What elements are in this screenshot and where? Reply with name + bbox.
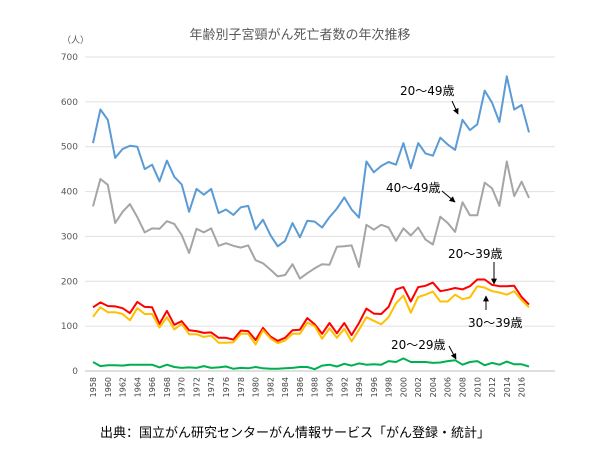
- series-annotation: 20〜49歳: [400, 84, 455, 98]
- y-tick-label: 700: [61, 53, 78, 63]
- x-tick-label: 1974: [207, 377, 216, 397]
- x-tick-label: 1992: [340, 377, 349, 397]
- series-line: [92, 160, 530, 280]
- series-line: [92, 75, 530, 248]
- x-tick-label: 1966: [148, 377, 157, 397]
- x-tick-label: 1968: [163, 377, 172, 397]
- series-line: [92, 357, 530, 371]
- series-annotation: 40〜49歳: [386, 181, 441, 195]
- x-tick-label: 1994: [355, 377, 364, 397]
- x-tick-label: 2008: [458, 377, 467, 397]
- y-tick-label: 600: [61, 98, 78, 108]
- x-tick-label: 1998: [385, 377, 394, 397]
- x-tick-label: 1984: [281, 377, 290, 397]
- x-tick-label: 1988: [311, 377, 320, 397]
- x-tick-label: 1958: [89, 377, 98, 397]
- x-tick-label: 1990: [325, 377, 334, 397]
- series-annotation: 30〜39歳: [468, 316, 523, 330]
- x-tick-label: 2002: [414, 377, 423, 397]
- y-unit-label: （人）: [62, 36, 90, 46]
- x-tick-label: 2010: [473, 377, 482, 397]
- y-tick-label: 300: [61, 232, 78, 242]
- x-tick-label: 1980: [252, 377, 261, 397]
- x-tick-label: 1970: [178, 377, 187, 397]
- x-tick-label: 2000: [399, 377, 408, 397]
- y-tick-label: 200: [61, 277, 78, 287]
- series-annotation: 20〜29歳: [391, 338, 446, 352]
- series-line: [92, 278, 530, 342]
- chart-title: 年齢別子宮頸がん死亡者数の年次推移: [189, 28, 411, 43]
- x-tick-label: 1976: [222, 377, 231, 397]
- x-tick-label: 1960: [104, 377, 113, 397]
- x-tick-label: 1986: [296, 377, 305, 397]
- x-tick-label: 2004: [429, 377, 438, 397]
- x-tick-label: 1996: [370, 377, 379, 397]
- x-tick-label: 2014: [503, 377, 512, 397]
- x-tick-label: 1982: [266, 377, 275, 397]
- x-tick-label: 1964: [133, 377, 142, 397]
- annotation-arrow: [448, 345, 457, 360]
- series-annotation: 20〜39歳: [448, 247, 503, 261]
- annotation-arrow: [451, 100, 459, 115]
- x-tick-label: 2012: [488, 377, 497, 397]
- series-line: [92, 285, 530, 346]
- x-tick-label: 1978: [237, 377, 246, 397]
- x-tick-label: 1972: [192, 377, 201, 397]
- x-tick-label: 2006: [444, 377, 453, 397]
- source-note: 出典：国立がん研究センターがん情報サービス「がん登録・統計」: [100, 426, 491, 441]
- x-tick-label: 1962: [119, 377, 128, 397]
- y-tick-label: 100: [61, 322, 78, 332]
- x-tick-label: 2016: [518, 377, 527, 397]
- y-tick-label: 400: [61, 188, 78, 198]
- y-tick-label: 500: [61, 143, 78, 153]
- annotation-arrow: [441, 190, 456, 203]
- y-tick-label: 0: [72, 367, 78, 377]
